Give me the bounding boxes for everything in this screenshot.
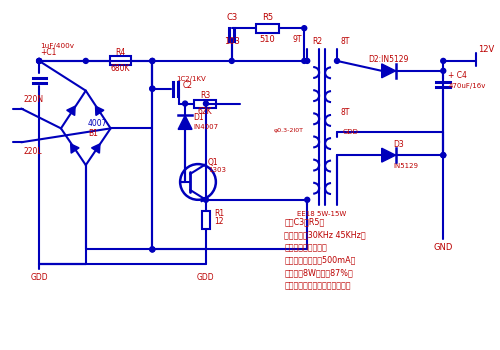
Text: 9T: 9T: [293, 35, 302, 44]
Text: B1: B1: [88, 129, 98, 138]
Circle shape: [204, 197, 208, 202]
Polygon shape: [92, 144, 100, 153]
Text: 103: 103: [224, 36, 240, 46]
Text: D3: D3: [394, 140, 404, 149]
Circle shape: [441, 58, 446, 63]
Bar: [202, 211, 210, 229]
Polygon shape: [201, 198, 206, 202]
Text: R4: R4: [116, 49, 126, 57]
Circle shape: [441, 153, 446, 158]
Circle shape: [36, 58, 42, 63]
Polygon shape: [96, 106, 104, 116]
Text: 1303: 1303: [208, 167, 226, 173]
Text: C3: C3: [226, 13, 237, 22]
Text: 220L: 220L: [23, 147, 42, 156]
Text: 输出电流可以达到500mA。: 输出电流可以达到500mA。: [284, 256, 356, 265]
Text: C2: C2: [183, 81, 193, 90]
Text: 振荡频率在30KHz 45KHz。: 振荡频率在30KHz 45KHz。: [284, 230, 366, 239]
Circle shape: [304, 58, 310, 63]
Circle shape: [334, 58, 340, 63]
Text: R5: R5: [262, 13, 273, 22]
Text: EE18 5W-15W: EE18 5W-15W: [298, 211, 346, 217]
Polygon shape: [382, 64, 396, 78]
Text: R3: R3: [200, 91, 210, 100]
Circle shape: [150, 58, 155, 63]
Circle shape: [150, 58, 155, 63]
Text: 12V: 12V: [478, 44, 494, 54]
Text: 4007: 4007: [88, 119, 108, 128]
Text: 12: 12: [214, 217, 224, 226]
Text: 8T: 8T: [341, 36, 350, 46]
Text: GDD: GDD: [30, 273, 48, 282]
Polygon shape: [382, 148, 396, 162]
Text: IN4007: IN4007: [193, 124, 218, 131]
Polygon shape: [178, 116, 192, 130]
Text: 680K: 680K: [111, 64, 130, 74]
Circle shape: [150, 247, 155, 252]
Text: + C4: + C4: [448, 71, 467, 80]
Text: GND: GND: [434, 243, 453, 252]
Circle shape: [441, 153, 446, 158]
Text: 有效功率8W、效率87%。: 有效功率8W、效率87%。: [284, 269, 353, 278]
Polygon shape: [70, 144, 79, 153]
Circle shape: [441, 68, 446, 73]
Circle shape: [182, 101, 188, 106]
Circle shape: [302, 58, 306, 63]
Text: 62K: 62K: [198, 107, 212, 116]
Circle shape: [84, 58, 88, 63]
Text: 8T: 8T: [341, 108, 350, 117]
Text: 510: 510: [260, 35, 276, 44]
Circle shape: [304, 197, 310, 202]
Text: φ0.3-2I0T: φ0.3-2I0T: [273, 128, 303, 133]
Circle shape: [150, 247, 155, 252]
Circle shape: [36, 58, 42, 63]
Text: Q1: Q1: [208, 158, 218, 167]
Text: D2:IN5129: D2:IN5129: [368, 55, 409, 64]
Bar: [194, 100, 216, 107]
Text: 1uF/400v: 1uF/400v: [40, 43, 74, 49]
Bar: [110, 56, 132, 65]
Circle shape: [204, 101, 208, 106]
Circle shape: [150, 86, 155, 91]
Polygon shape: [66, 106, 75, 116]
Text: IN5129: IN5129: [394, 163, 418, 169]
Bar: [256, 24, 280, 33]
Text: 220N: 220N: [23, 95, 44, 104]
Text: 输出电压需要稳压。: 输出电压需要稳压。: [284, 243, 327, 252]
Text: R2: R2: [312, 36, 322, 46]
Text: 其他没有要求就可以正常工作。: 其他没有要求就可以正常工作。: [284, 282, 351, 290]
Text: GDD: GDD: [197, 273, 214, 282]
Text: GDD: GDD: [343, 130, 359, 135]
Text: D1: D1: [193, 113, 203, 122]
Circle shape: [302, 26, 306, 31]
Text: +C1: +C1: [40, 49, 56, 57]
Circle shape: [230, 58, 234, 63]
Circle shape: [150, 86, 155, 91]
Text: R1: R1: [214, 209, 224, 218]
Circle shape: [36, 58, 42, 63]
Text: 470uF/16v: 470uF/16v: [448, 83, 486, 89]
Text: 调节C3和R5使: 调节C3和R5使: [284, 217, 325, 226]
Text: 1C2/1KV: 1C2/1KV: [176, 76, 206, 82]
